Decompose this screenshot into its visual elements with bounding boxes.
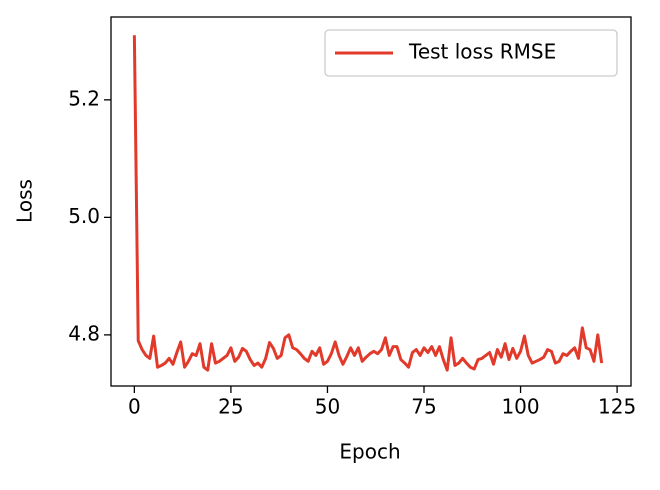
x-tick-label: 0 [128, 395, 141, 419]
line [132, 35, 604, 372]
y-tick-label: 4.8 [68, 321, 100, 345]
x-tick-label: 50 [315, 395, 340, 419]
plot-frame [110, 16, 632, 387]
x-tick-label: 25 [218, 395, 243, 419]
y-tick-label: 5.2 [68, 86, 100, 110]
y-axis-label: Loss [13, 179, 37, 223]
x-tick-label: 100 [501, 395, 539, 419]
legend-box [324, 29, 618, 77]
x-tick-label: 125 [598, 395, 636, 419]
x-tick-label: 75 [411, 395, 436, 419]
legend-label: Test loss RMSE [408, 40, 556, 64]
x-axis-label: Epoch [339, 440, 400, 464]
y-tick-label: 5.0 [68, 204, 100, 228]
